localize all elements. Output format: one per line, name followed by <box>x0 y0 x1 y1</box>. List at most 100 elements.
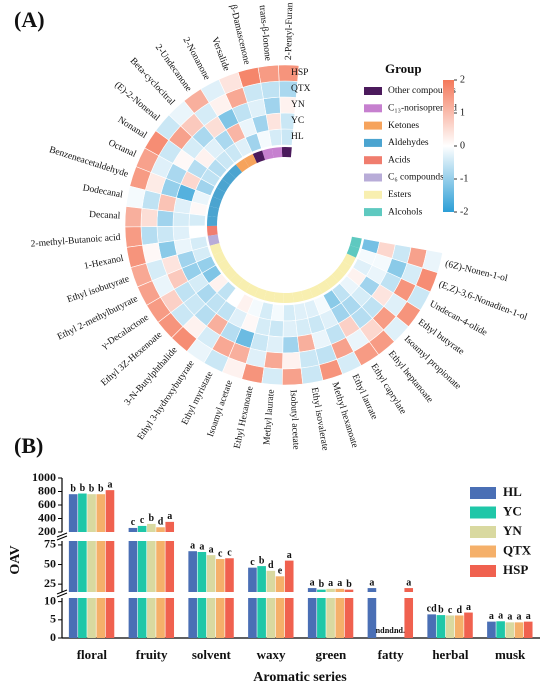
group-cell <box>229 272 244 287</box>
significance-letter: c <box>218 548 223 559</box>
group-cell <box>228 164 243 179</box>
bar <box>496 621 505 638</box>
legend-swatch <box>364 87 382 95</box>
legend-label: C₆ compounds <box>388 173 444 183</box>
heat-cell <box>200 78 226 104</box>
group-cell <box>213 251 227 265</box>
bar <box>404 588 414 592</box>
ring-label: QTX <box>291 84 311 94</box>
significance-letter: d <box>456 605 462 616</box>
bar <box>335 598 345 638</box>
heat-cell <box>281 367 304 386</box>
colorbar-tick-label: -2 <box>460 206 468 217</box>
bar <box>326 598 335 638</box>
significance-letter: a <box>209 544 214 555</box>
category-label: Octanal <box>107 138 138 160</box>
significance-letter: a <box>526 611 531 622</box>
heat-cell <box>168 100 195 127</box>
category-label: Isobutyl acetate <box>288 390 301 450</box>
significance-letter: nd. <box>394 626 405 635</box>
heat-cell <box>268 319 284 338</box>
group-cell <box>207 234 220 246</box>
heat-cell <box>260 80 281 100</box>
legend-label: Ketones <box>388 121 419 131</box>
bar <box>128 527 138 532</box>
group-cell <box>235 158 250 173</box>
significance-letter: a <box>107 479 112 490</box>
y-tick-label: 75 <box>44 537 56 551</box>
x-tick-label: floral <box>77 647 108 662</box>
group-cell <box>349 236 362 249</box>
bar <box>523 621 533 638</box>
bar <box>367 588 377 592</box>
bar <box>188 551 197 592</box>
group-cell <box>317 280 331 294</box>
heat-cell <box>156 209 175 227</box>
heat-cell <box>156 226 175 244</box>
heat-cell <box>415 267 439 293</box>
bar <box>266 570 276 592</box>
bar <box>105 598 115 638</box>
bar <box>464 612 473 638</box>
category-label: Ethyl 3-hydroxybutyrate <box>136 359 197 442</box>
group-cell <box>292 291 304 303</box>
y-axis-title: OAV <box>8 545 23 574</box>
bar <box>68 598 78 638</box>
heat-cell <box>282 335 300 354</box>
heat-cell <box>183 88 210 114</box>
bar <box>307 588 317 592</box>
significance-letter: c <box>448 605 453 616</box>
heat-cell <box>282 320 298 338</box>
x-tick-label: musk <box>495 647 526 662</box>
group-cell <box>262 148 274 161</box>
heat-cell <box>157 312 184 339</box>
heat-cell <box>336 351 362 375</box>
bar <box>427 614 436 638</box>
heat-cell <box>241 363 265 384</box>
bar <box>165 598 175 638</box>
bar <box>266 598 276 638</box>
heat-cell <box>144 130 170 157</box>
heat-cell <box>266 335 284 354</box>
heat-cell <box>383 316 409 343</box>
bar <box>284 560 294 592</box>
bar <box>326 588 335 592</box>
heat-cell <box>125 185 146 209</box>
colorbar-tick-label: 0 <box>460 140 465 151</box>
bar <box>105 490 115 532</box>
group-cell <box>252 150 266 164</box>
category-label: Decanal <box>89 210 121 222</box>
group-cell <box>342 253 356 267</box>
legend-label: YN <box>503 523 522 538</box>
group-cell <box>217 259 232 273</box>
heat-cell <box>318 358 344 381</box>
axis-break <box>56 532 68 541</box>
legend-swatch <box>470 487 496 499</box>
x-tick-label: fatty <box>378 647 404 662</box>
heat-cell <box>188 213 206 227</box>
bar <box>68 541 78 592</box>
x-tick-label: waxy <box>257 647 286 662</box>
category-label: Ethyl isovalerate <box>309 387 330 452</box>
x-tick-label: solvent <box>192 647 232 662</box>
y-tick-label: 1000 <box>32 470 56 484</box>
bar <box>197 598 207 638</box>
legend-label: C₁₃-norisoprenoid <box>388 103 457 113</box>
heat-cell <box>368 329 395 356</box>
bar <box>248 598 257 638</box>
y-tick-label: 5 <box>50 612 56 626</box>
heat-cell <box>282 351 302 370</box>
bar <box>68 494 78 532</box>
significance-letter: a <box>406 577 411 588</box>
heat-cell <box>395 301 421 328</box>
ring-label: HSP <box>291 68 308 78</box>
y-tick-label: 600 <box>38 497 56 511</box>
bar <box>78 541 87 592</box>
group-cell <box>209 196 222 209</box>
bar <box>215 598 225 638</box>
bar <box>317 598 326 638</box>
legend-swatch <box>470 565 496 577</box>
legend-label: HSP <box>503 562 528 577</box>
significance-letter: c <box>227 548 232 559</box>
ring-label: HL <box>291 132 304 142</box>
